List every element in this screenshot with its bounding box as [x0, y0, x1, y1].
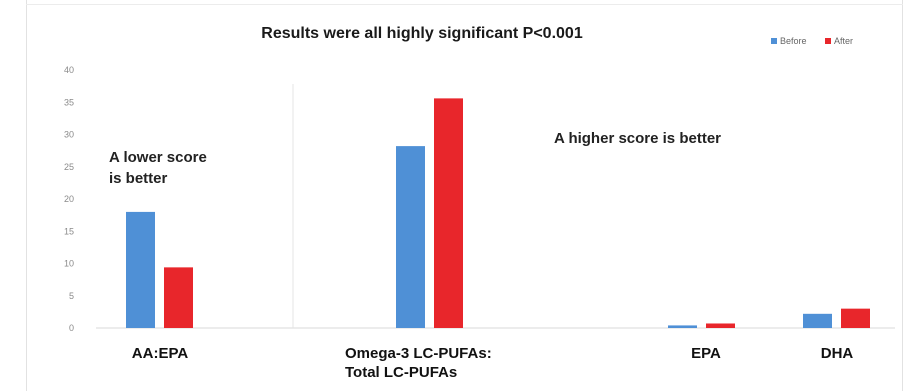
x-category-label: EPA [691, 345, 721, 362]
frame-left-border [26, 0, 27, 391]
bar-after-3 [841, 308, 870, 328]
bar-after-1 [434, 98, 463, 328]
y-tick-label: 5 [69, 291, 74, 301]
bar-before-0 [126, 211, 155, 328]
frame-right-border [902, 0, 903, 391]
chart-title: Results were all highly significant P<0.… [261, 25, 583, 42]
x-category-label: Omega-3 LC-PUFAs: [345, 345, 492, 362]
y-tick-label: 25 [64, 162, 74, 172]
y-tick-label: 20 [64, 194, 74, 204]
x-category-label: DHA [821, 345, 854, 362]
chart-legend: Before After [771, 36, 853, 46]
y-tick-label: 0 [69, 323, 74, 333]
y-tick-label: 15 [64, 226, 74, 236]
legend-label-before: Before [780, 36, 807, 46]
annotation-text: is better [109, 170, 168, 187]
x-axis-labels: AA:EPA Omega-3 LC-PUFAs: Total LC-PUFAs EPA… [132, 345, 854, 381]
bars-layer [126, 98, 870, 328]
bar-after-0 [164, 267, 193, 328]
annotation-text: A lower score [109, 149, 207, 166]
legend-swatch-after [825, 38, 831, 44]
bar-before-1 [396, 146, 425, 328]
x-category-label: Total LC-PUFAs [345, 364, 457, 381]
annotation-text: A higher score is better [554, 130, 721, 147]
chart-annotations: A lower score is better A higher score is … [109, 130, 721, 187]
legend-swatch-before [771, 38, 777, 44]
y-tick-label: 35 [64, 97, 74, 107]
x-category-label: AA:EPA [132, 345, 189, 362]
bar-before-3 [803, 313, 832, 328]
y-tick-label: 30 [64, 130, 74, 140]
legend-label-after: After [834, 36, 853, 46]
y-tick-label: 40 [64, 65, 74, 75]
bar-before-2 [668, 325, 697, 328]
y-axis: 0 5 10 15 20 25 30 35 40 [64, 65, 74, 333]
y-tick-label: 10 [64, 259, 74, 269]
bar-after-2 [706, 323, 735, 328]
frame-top-border [26, 4, 903, 5]
